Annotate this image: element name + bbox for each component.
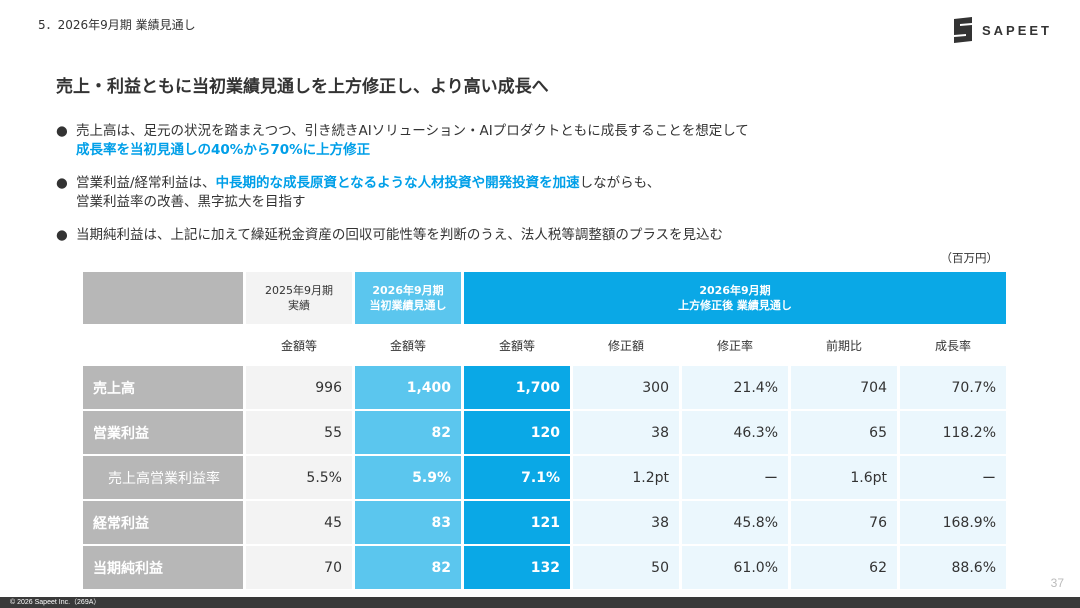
- row-label: 経常利益: [83, 501, 243, 544]
- sapeet-logo-icon: [953, 17, 972, 43]
- bullet-text: 営業利益率の改善、黒字拡大を目指す: [76, 194, 306, 210]
- bullet-dot-icon: ●: [56, 123, 68, 139]
- cell-revised: 121: [464, 501, 570, 544]
- row-label: 営業利益: [83, 411, 243, 454]
- cell-growth-rate: 88.6%: [900, 546, 1006, 589]
- cell-growth-rate: 70.7%: [900, 366, 1006, 409]
- header-empty-cell: [83, 272, 243, 324]
- cell-revision-amount: 38: [573, 501, 679, 544]
- cell-initial: 82: [355, 411, 461, 454]
- bullet-list: ● 売上高は、足元の状況を踏まえつつ、引き続きAIソリューション・AIプロダクト…: [56, 122, 1036, 259]
- bullet-dot-icon: ●: [56, 227, 68, 243]
- cell-initial: 82: [355, 546, 461, 589]
- cell-initial: 83: [355, 501, 461, 544]
- cell-revision-rate: 21.4%: [682, 366, 788, 409]
- subheader-cell: 成長率: [900, 326, 1006, 364]
- table-row: 経常利益 45 83 121 38 45.8% 76 168.9%: [83, 501, 1006, 544]
- bullet-item: ● 当期純利益は、上記に加えて繰延税金資産の回収可能性等を判断のうえ、法人税等調…: [56, 226, 1036, 245]
- unit-label: （百万円）: [940, 251, 999, 265]
- forecast-table: 2025年9月期 実績 2026年9月期 当初業績見通し 2026年9月期 上方…: [80, 270, 1009, 591]
- cell-yoy: 62: [791, 546, 897, 589]
- cell-revision-amount: 300: [573, 366, 679, 409]
- bullet-item: ● 売上高は、足元の状況を踏まえつつ、引き続きAIソリューション・AIプロダクト…: [56, 122, 1036, 160]
- bullet-text: 売上高は、足元の状況を踏まえつつ、引き続きAIソリューション・AIプロダクトとも…: [76, 123, 749, 139]
- cell-2025: 5.5%: [246, 456, 352, 499]
- cell-yoy: 76: [791, 501, 897, 544]
- subheader-cell: 金額等: [355, 326, 461, 364]
- subheader-cell: 前期比: [791, 326, 897, 364]
- section-label: 5．2026年9月期 業績見通し: [38, 18, 196, 32]
- table-row: 当期純利益 70 82 132 50 61.0% 62 88.6%: [83, 546, 1006, 589]
- subheader-cell: 修正率: [682, 326, 788, 364]
- bullet-text: しながらも、: [579, 175, 661, 191]
- cell-2025: 55: [246, 411, 352, 454]
- header-text: 2026年9月期: [372, 284, 444, 297]
- subheader-cell: 修正額: [573, 326, 679, 364]
- cell-2025: 70: [246, 546, 352, 589]
- cell-yoy: 1.6pt: [791, 456, 897, 499]
- bullet-dot-icon: ●: [56, 175, 68, 191]
- subheader-empty-cell: [83, 326, 243, 364]
- cell-revised: 132: [464, 546, 570, 589]
- bullet-text: 営業利益/経常利益は、: [76, 175, 216, 191]
- header-text: 上方修正後 業績見通し: [678, 299, 792, 312]
- row-label: 当期純利益: [83, 546, 243, 589]
- copyright-footer: © 2026 Sapeet Inc.（269A）: [0, 597, 1080, 608]
- cell-revision-amount: 50: [573, 546, 679, 589]
- table-row: 売上高 996 1,400 1,700 300 21.4% 704 70.7%: [83, 366, 1006, 409]
- table-subheader-row: 金額等 金額等 金額等 修正額 修正率 前期比 成長率: [83, 326, 1006, 364]
- cell-yoy: 65: [791, 411, 897, 454]
- cell-revision-rate: ー: [682, 456, 788, 499]
- bullet-highlight: 中長期的な成長原資となるような人材投資や開発投資を加速: [215, 175, 580, 191]
- header-initial-forecast: 2026年9月期 当初業績見通し: [355, 272, 461, 324]
- cell-revised: 120: [464, 411, 570, 454]
- cell-growth-rate: 168.9%: [900, 501, 1006, 544]
- company-logo: SAPEET: [952, 17, 1052, 43]
- header-text: 2025年9月期: [265, 284, 333, 297]
- header-2025-actual: 2025年9月期 実績: [246, 272, 352, 324]
- subheader-cell: 金額等: [464, 326, 570, 364]
- header-text: 実績: [288, 299, 310, 312]
- cell-initial: 5.9%: [355, 456, 461, 499]
- cell-revision-rate: 45.8%: [682, 501, 788, 544]
- table-header-row: 2025年9月期 実績 2026年9月期 当初業績見通し 2026年9月期 上方…: [83, 272, 1006, 324]
- subheader-cell: 金額等: [246, 326, 352, 364]
- cell-revision-rate: 61.0%: [682, 546, 788, 589]
- table-row: 売上高営業利益率 5.5% 5.9% 7.1% 1.2pt ー 1.6pt ー: [83, 456, 1006, 499]
- cell-revision-rate: 46.3%: [682, 411, 788, 454]
- page-title: 売上・利益ともに当初業績見通しを上方修正し、より高い成長へ: [56, 77, 549, 97]
- row-label: 売上高営業利益率: [83, 456, 243, 499]
- table-row: 営業利益 55 82 120 38 46.3% 65 118.2%: [83, 411, 1006, 454]
- logo-text: SAPEET: [981, 22, 1052, 38]
- cell-growth-rate: 118.2%: [900, 411, 1006, 454]
- bullet-highlight: 成長率を当初見通しの40%から70%に上方修正: [76, 142, 371, 158]
- cell-revision-amount: 1.2pt: [573, 456, 679, 499]
- cell-revised: 7.1%: [464, 456, 570, 499]
- header-text: 当初業績見通し: [369, 299, 447, 312]
- cell-growth-rate: ー: [900, 456, 1006, 499]
- cell-revised: 1,700: [464, 366, 570, 409]
- header-text: 2026年9月期: [699, 284, 771, 297]
- header-revised-forecast: 2026年9月期 上方修正後 業績見通し: [464, 272, 1006, 324]
- cell-revision-amount: 38: [573, 411, 679, 454]
- cell-initial: 1,400: [355, 366, 461, 409]
- bullet-item: ● 営業利益/経常利益は、中長期的な成長原資となるような人材投資や開発投資を加速…: [56, 174, 1036, 212]
- bullet-text: 当期純利益は、上記に加えて繰延税金資産の回収可能性等を判断のうえ、法人税等調整額…: [76, 227, 724, 243]
- cell-2025: 996: [246, 366, 352, 409]
- page-number: 37: [1050, 576, 1064, 590]
- row-label: 売上高: [83, 366, 243, 409]
- cell-2025: 45: [246, 501, 352, 544]
- cell-yoy: 704: [791, 366, 897, 409]
